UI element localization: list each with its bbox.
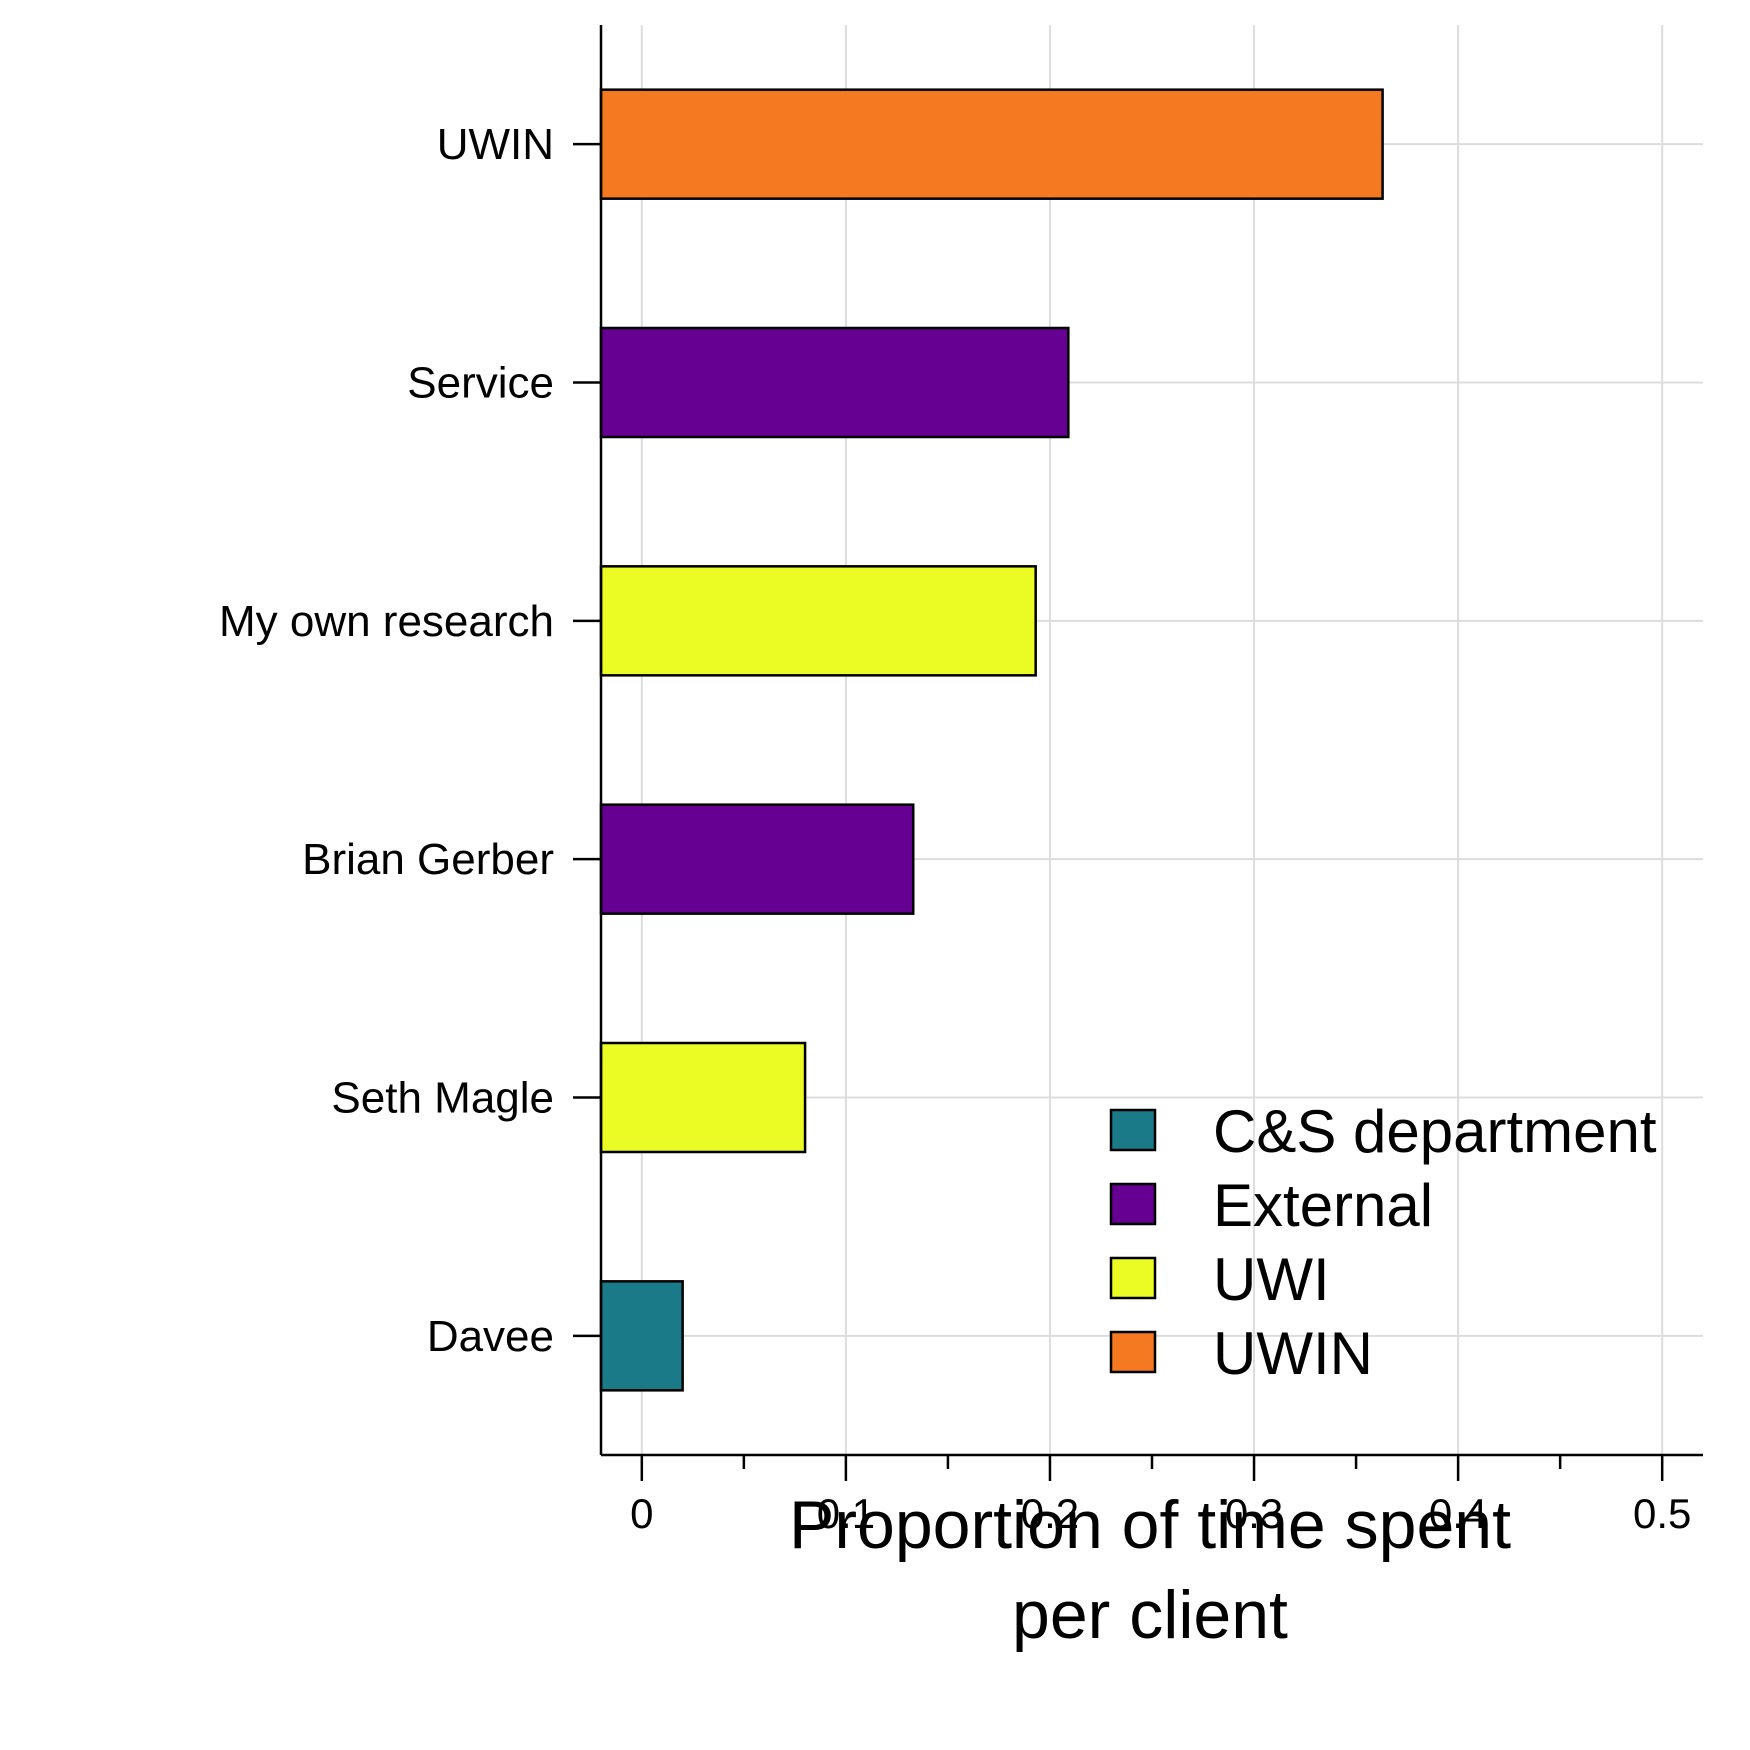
bar (599, 1280, 684, 1392)
axes (573, 25, 1703, 1481)
bars (599, 88, 1384, 1392)
x-tick-label: 0.1 (817, 1490, 875, 1537)
bar (599, 1041, 807, 1154)
bar (599, 565, 1037, 677)
x-tick-label: 0.5 (1633, 1490, 1691, 1537)
category-labels: UWIN Service My own research Brian Gerber Se… (219, 120, 554, 1361)
legend-label: UWIN (1213, 1320, 1373, 1387)
legend-label: External (1213, 1172, 1433, 1239)
x-tick-labels: 0 0.1 0.2 0.3 0.4 0.5 (630, 1490, 1691, 1537)
legend-label: C&S department (1213, 1098, 1657, 1165)
bar (599, 326, 1070, 439)
x-tick-label: 0.2 (1021, 1490, 1079, 1537)
category-label: Brian Gerber (302, 835, 554, 884)
x-tick-label: 0.4 (1429, 1490, 1487, 1537)
bar (599, 88, 1384, 200)
category-label: Seth Magle (331, 1074, 554, 1123)
gridlines (601, 25, 1703, 1455)
x-tick-label: 0.3 (1225, 1490, 1283, 1537)
legend-swatch (1109, 1256, 1157, 1300)
x-axis-title-line-1: Proportion of time spent (789, 1487, 1511, 1563)
category-label: Service (407, 359, 554, 408)
legend-swatch (1109, 1108, 1157, 1152)
category-label: UWIN (437, 120, 554, 169)
bar (599, 803, 915, 915)
legend-swatch (1109, 1182, 1157, 1226)
legend: C&S department External UWI UWIN (1109, 1098, 1657, 1387)
legend-swatch (1109, 1330, 1157, 1374)
category-label: My own research (219, 597, 554, 646)
legend-label: UWI (1213, 1246, 1330, 1313)
x-axis-title-line-2: per client (1012, 1577, 1288, 1653)
x-tick-label: 0 (630, 1490, 653, 1537)
category-label: Davee (427, 1312, 554, 1361)
